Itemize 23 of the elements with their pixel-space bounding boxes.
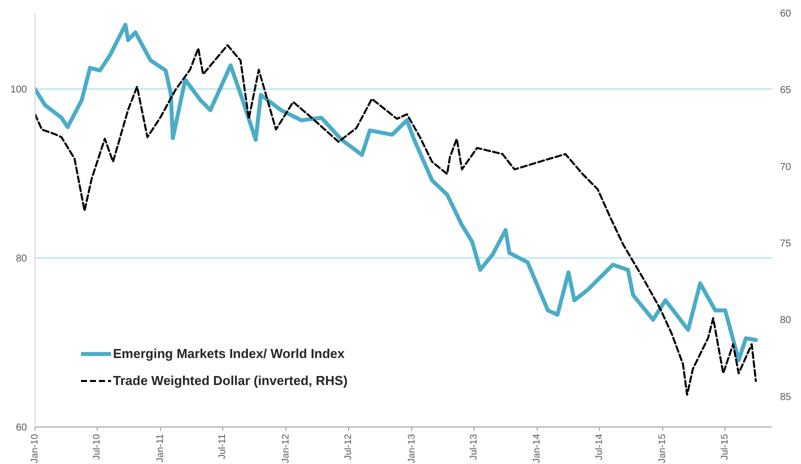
- x-tick-label: Jul-13: [468, 434, 480, 460]
- x-tick-label: Jan-15: [657, 434, 668, 464]
- y2-tick-label: 70: [780, 162, 792, 173]
- x-tick-label: Jan-14: [532, 434, 543, 464]
- y-tick-label: 60: [16, 422, 28, 434]
- x-tick-label: Jan-10: [30, 434, 40, 464]
- y2-tick-label: 80: [780, 315, 792, 326]
- x-tick-label: Jul-12: [343, 434, 354, 460]
- y2-tick-label: 75: [780, 238, 792, 250]
- x-tick-label: Jul-11: [217, 434, 228, 460]
- y2-tick-label: 85: [780, 392, 792, 403]
- x-tick-label: Jan-13: [406, 434, 418, 464]
- legend-label: Emerging Markets Index/ World Index: [113, 346, 345, 361]
- y-tick-label: 100: [10, 84, 28, 96]
- x-tick-label: Jul-14: [594, 434, 605, 460]
- x-tick-label: Jul-15: [719, 434, 730, 460]
- x-tick-label: Jul-10: [92, 434, 103, 460]
- x-tick-label: Jan-11: [154, 434, 166, 462]
- legend-label: Trade Weighted Dollar (inverted, RHS): [113, 373, 348, 388]
- x-tick-label: Jan-12: [280, 434, 292, 464]
- y2-tick-label: 60: [780, 8, 792, 20]
- y2-tick-label: 65: [780, 85, 792, 96]
- y-tick-label: 80: [16, 254, 28, 265]
